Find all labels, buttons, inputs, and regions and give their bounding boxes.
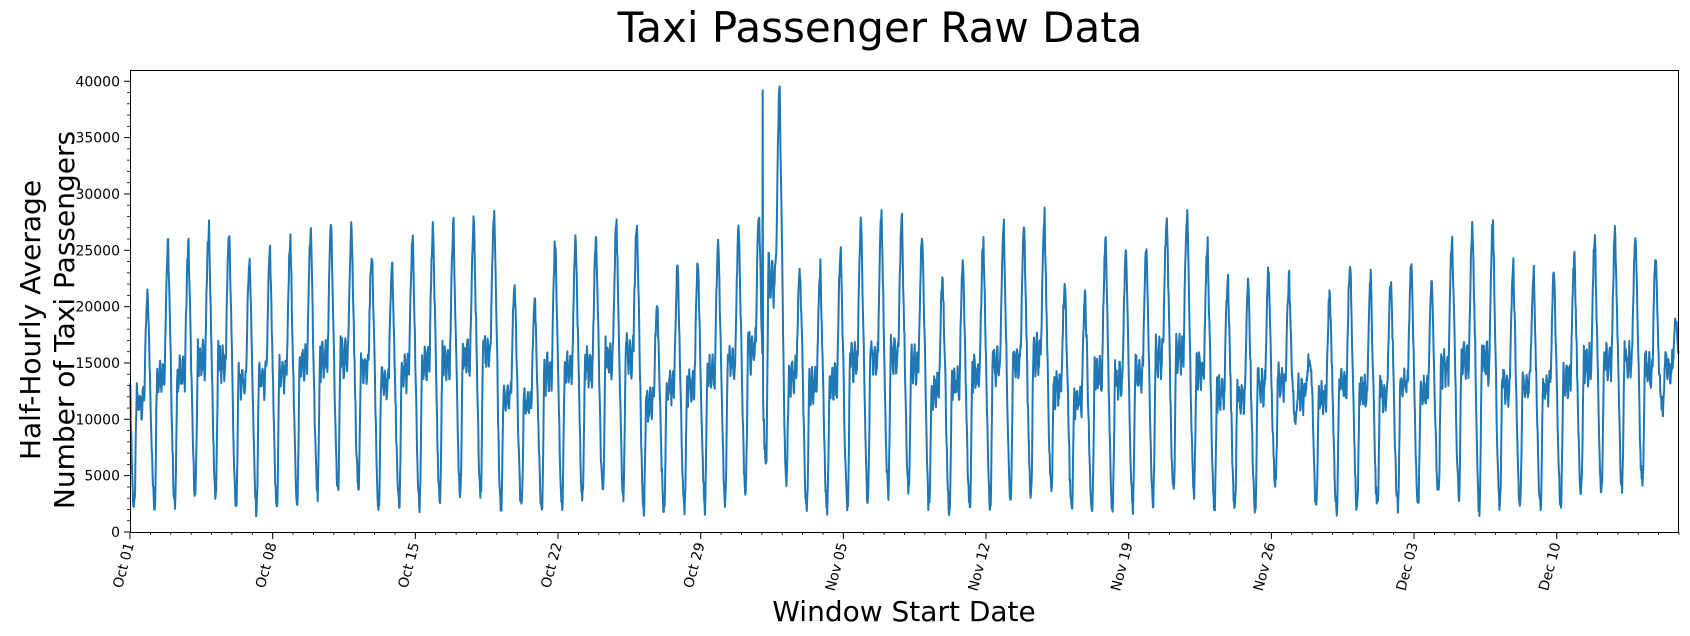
x-axis: Oct 01 Oct 08 Oct 15 Oct 22 Oct 29 Nov 05 Nov … [110, 532, 1680, 593]
y-axis: 0 5000 10000 15000 20000 25000 30000 35000 40000 [75, 74, 130, 541]
y-tick-label: 30000 [75, 187, 120, 203]
y-tick-label: 35000 [75, 131, 120, 147]
x-tick-label: Oct 15 [396, 541, 423, 590]
x-tick-label: Nov 05 [823, 541, 851, 593]
y-tick-label: 5000 [84, 469, 120, 485]
y-tick-label: 20000 [75, 300, 120, 316]
y-tick-label: 0 [111, 525, 120, 541]
y-axis-label-line-1: Half-Hourly Average [14, 180, 47, 460]
x-tick-label: Oct 29 [681, 541, 708, 590]
y-tick-label: 10000 [75, 412, 120, 428]
x-tick-label: Nov 19 [1108, 541, 1136, 593]
y-axis-label: Half-Hourly Average Number of Taxi Passe… [14, 131, 81, 509]
x-axis-label: Window Start Date [772, 595, 1036, 628]
x-tick-label: Oct 01 [110, 541, 137, 590]
plot-area: 0 5000 10000 15000 20000 25000 30000 35000 40000… [75, 70, 1680, 593]
x-tick-label: Oct 22 [538, 541, 565, 590]
plot-frame [130, 70, 1679, 533]
y-axis-label-line-2: Number of Taxi Passengers [48, 131, 81, 509]
series-line [129, 85, 1680, 518]
y-tick-label: 15000 [75, 356, 120, 372]
y-tick-label: 40000 [75, 74, 120, 90]
x-tick-label: Dec 03 [1394, 541, 1422, 593]
chart-title: Taxi Passenger Raw Data [617, 3, 1143, 52]
x-tick-label: Dec 10 [1536, 541, 1564, 593]
x-tick-label: Nov 26 [1251, 541, 1279, 593]
x-tick-label: Oct 08 [253, 541, 280, 590]
x-tick-label: Nov 12 [966, 541, 994, 593]
y-tick-label: 25000 [75, 243, 120, 259]
